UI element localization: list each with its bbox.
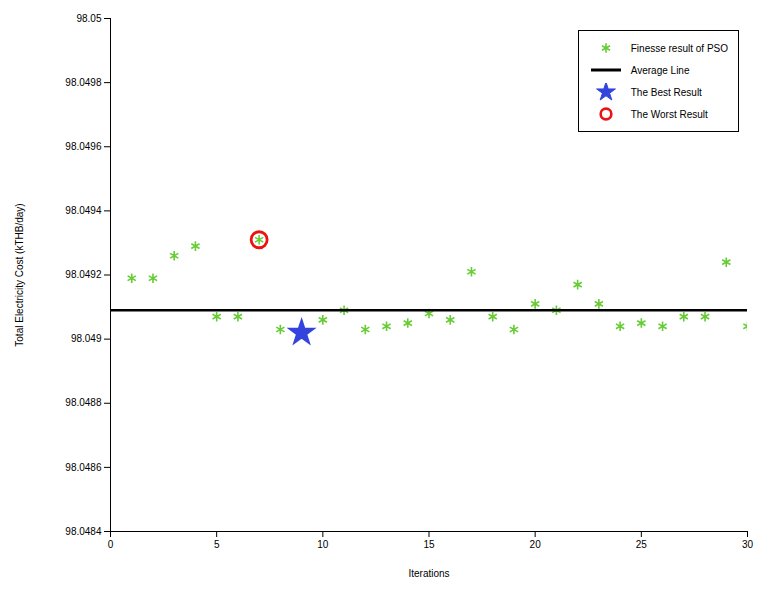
html-text:The Worst Result: The Worst Result bbox=[630, 108, 708, 120]
svg-text:Total Electricity Cost (kTHB/d: Total Electricity Cost (kTHB/day) bbox=[14, 203, 25, 346]
svg-text:98.0488: 98.0488 bbox=[65, 397, 102, 408]
svg-text:98.0492: 98.0492 bbox=[65, 269, 102, 280]
svg-text:Iterations: Iterations bbox=[408, 568, 449, 579]
svg-text:5: 5 bbox=[214, 539, 220, 550]
svg-text:30: 30 bbox=[742, 539, 754, 550]
svg-text:98.0498: 98.0498 bbox=[65, 77, 102, 88]
html-text:The Best Result: The Best Result bbox=[630, 86, 702, 98]
html-text:Average Line: Average Line bbox=[630, 64, 690, 76]
svg-text:98.0494: 98.0494 bbox=[65, 205, 102, 216]
svg-text:0: 0 bbox=[108, 539, 114, 550]
svg-text:98.0496: 98.0496 bbox=[65, 141, 102, 152]
html-text:Finesse result of PSO: Finesse result of PSO bbox=[630, 42, 728, 54]
svg-text:10: 10 bbox=[317, 539, 329, 550]
svg-text:98.049: 98.049 bbox=[71, 333, 102, 344]
svg-text:98.0484: 98.0484 bbox=[65, 526, 102, 537]
svg-text:98.0486: 98.0486 bbox=[65, 462, 102, 473]
svg-text:98.05: 98.05 bbox=[76, 13, 101, 24]
svg-text:20: 20 bbox=[530, 539, 542, 550]
svg-text:25: 25 bbox=[636, 539, 648, 550]
svg-text:15: 15 bbox=[423, 539, 435, 550]
